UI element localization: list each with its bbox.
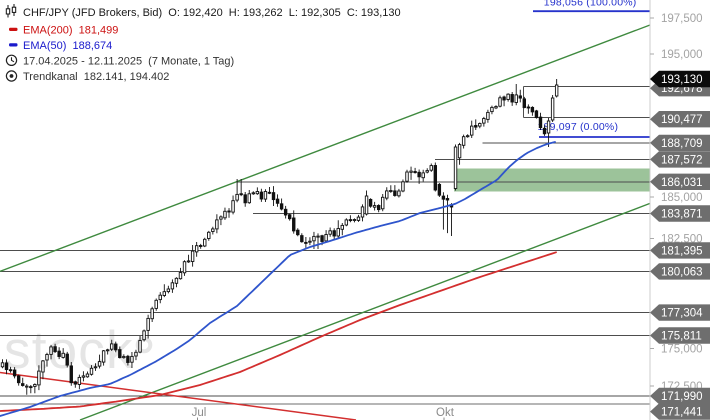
svg-text:185,000: 185,000 xyxy=(661,192,703,204)
svg-text:171,441: 171,441 xyxy=(661,407,703,419)
svg-text:EMA(200) 181,499: EMA(200) 181,499 xyxy=(23,24,118,36)
svg-text:195,000: 195,000 xyxy=(661,49,703,61)
svg-text:180,063: 180,063 xyxy=(661,266,703,278)
svg-text:Trendkanal 182.141, 194.402: Trendkanal 182.141, 194.402 xyxy=(23,71,169,83)
svg-text:EMA(50) 188,674: EMA(50) 188,674 xyxy=(23,40,112,52)
svg-text:177,304: 177,304 xyxy=(661,308,703,320)
svg-text:17.04.2025 - 12.11.2025 (7 Mo: 17.04.2025 - 12.11.2025 (7 Monate, 1 Tag… xyxy=(23,55,234,67)
svg-text:CHF/JPY (JFD Brokers, Bid) O:: CHF/JPY (JFD Brokers, Bid) O: 192,420 H:… xyxy=(23,7,401,19)
svg-text:186,031: 186,031 xyxy=(661,177,703,189)
svg-text:187,572: 187,572 xyxy=(661,154,703,166)
svg-text:188,709: 188,709 xyxy=(661,138,703,150)
svg-text:189,097 (0.00%): 189,097 (0.00%) xyxy=(538,121,619,133)
svg-text:198,056 (100.00%): 198,056 (100.00%) xyxy=(544,0,637,9)
svg-text:175,811: 175,811 xyxy=(661,331,702,343)
svg-text:Okt: Okt xyxy=(436,407,455,419)
svg-text:181,395: 181,395 xyxy=(661,245,703,257)
svg-text:171,990: 171,990 xyxy=(661,391,703,403)
svg-text:Jul: Jul xyxy=(192,407,207,419)
svg-text:stock: stock xyxy=(4,321,134,380)
svg-text:183,871: 183,871 xyxy=(661,209,703,221)
svg-text:193,130: 193,130 xyxy=(661,74,703,86)
svg-text:197,500: 197,500 xyxy=(661,13,703,25)
svg-text:190,477: 190,477 xyxy=(661,114,703,126)
svg-text:175,000: 175,000 xyxy=(661,344,703,356)
